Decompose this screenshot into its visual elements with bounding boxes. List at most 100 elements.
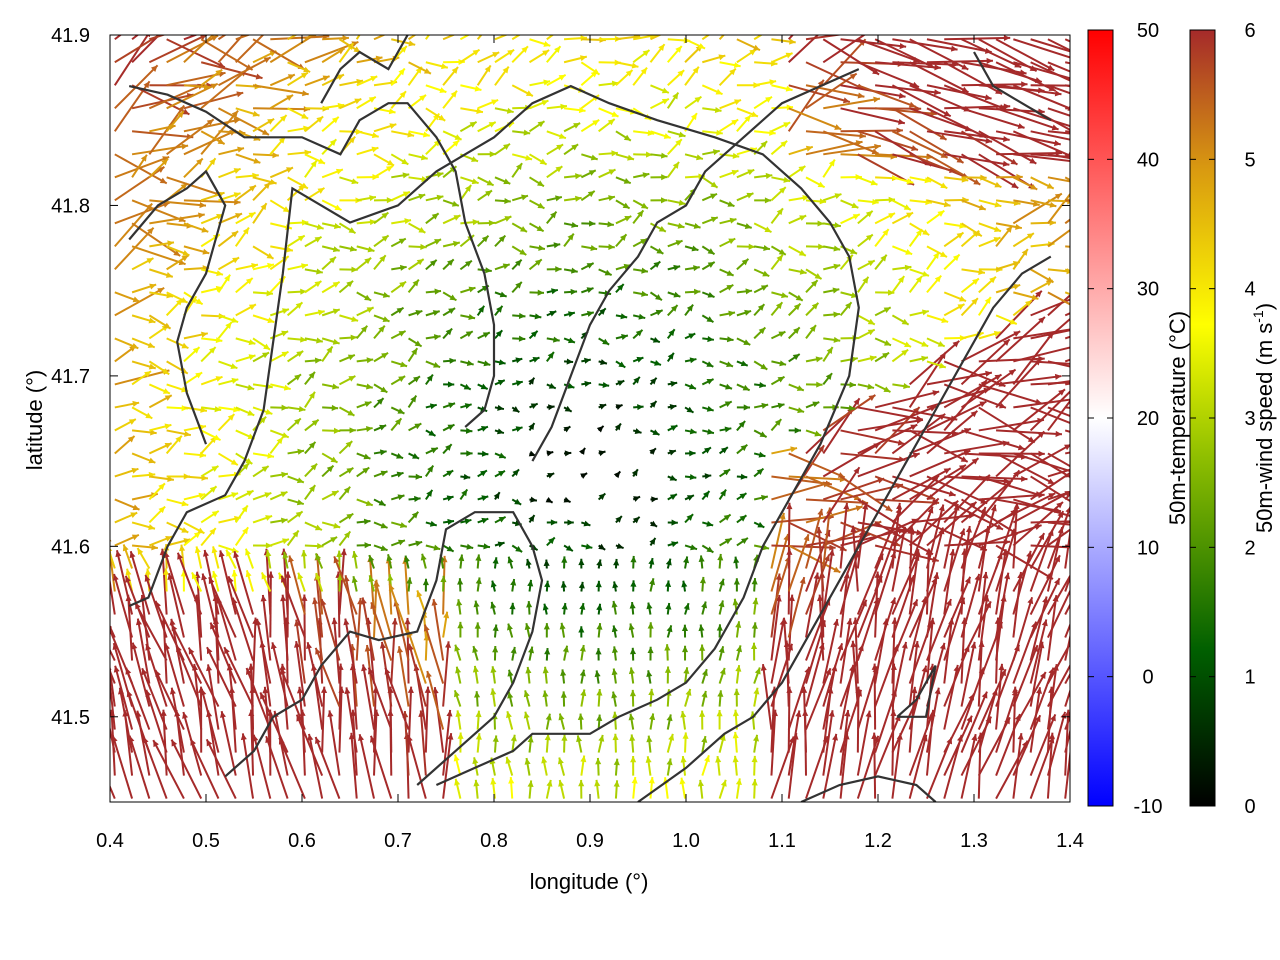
wind-vector — [995, 84, 1062, 97]
wind-vector — [891, 502, 903, 569]
wind-vector — [561, 556, 568, 569]
wind-vector — [442, 611, 450, 638]
wind-vector — [751, 755, 758, 776]
wind-vector — [166, 498, 189, 507]
wind-vector — [736, 420, 746, 432]
wind-vector — [296, 686, 306, 753]
wind-vector — [490, 580, 497, 592]
wind-vector — [650, 35, 663, 41]
wind-vector — [771, 52, 793, 64]
wind-vector — [529, 199, 545, 210]
wind-vector — [753, 268, 770, 278]
wind-vector — [598, 195, 616, 202]
wind-vector — [1047, 641, 1070, 685]
wind-vector — [630, 755, 637, 776]
wind-vector — [528, 330, 539, 340]
wind-vector — [926, 457, 980, 501]
wind-vector — [598, 543, 606, 551]
wind-vector — [546, 536, 556, 547]
wind-vector — [364, 644, 375, 707]
wind-vector — [166, 537, 191, 547]
wind-vector — [596, 559, 603, 569]
wind-vector — [135, 618, 151, 684]
wind-vector — [943, 84, 1007, 111]
wind-vector — [718, 600, 725, 615]
wind-vector — [114, 201, 171, 225]
wind-vector — [684, 357, 697, 364]
wind-vector — [579, 447, 586, 455]
wind-vector — [857, 84, 917, 108]
wind-vector — [304, 75, 330, 87]
wind-vector — [563, 55, 588, 64]
wind-vector — [1030, 61, 1070, 82]
wind-vector — [403, 555, 410, 569]
wind-vector — [563, 544, 574, 552]
colorbar-tick-label: 40 — [1137, 149, 1159, 171]
wind-vector — [961, 81, 1028, 88]
wind-vector — [667, 222, 685, 229]
wind-vector — [615, 263, 631, 271]
wind-vector — [227, 575, 254, 638]
wind-vector — [891, 84, 952, 118]
wind-vector — [822, 372, 833, 386]
wind-vector — [422, 578, 429, 592]
wind-vector — [701, 35, 711, 41]
wind-vector — [320, 598, 341, 661]
wind-vector — [391, 218, 412, 225]
wind-vector — [390, 306, 405, 317]
wind-vector — [1013, 199, 1040, 207]
wind-vector — [684, 95, 702, 110]
wind-vector — [563, 382, 575, 389]
wind-vector — [613, 558, 620, 569]
wind-speed-colorbar-ticks: 0 1 2 3 4 5 6 — [1190, 20, 1256, 818]
wind-vector — [632, 199, 649, 210]
wind-vector — [269, 490, 288, 501]
wind-speed-colorbar-label: 50m-wind speed (m s-1) — [1250, 303, 1277, 533]
wind-vector — [527, 735, 534, 753]
wind-vector — [454, 778, 462, 799]
contour-lines — [128, 35, 1052, 802]
wind-vector — [477, 121, 497, 133]
wind-vector — [943, 528, 966, 592]
wind-vector — [217, 274, 231, 293]
wind-vector — [252, 290, 274, 297]
wind-vector — [304, 357, 322, 364]
wind-vector — [805, 198, 827, 205]
wind-vector — [217, 230, 239, 248]
wind-vector — [960, 733, 978, 799]
wind-vector — [718, 67, 737, 86]
plot-area — [109, 34, 1071, 803]
wind-vector — [304, 222, 324, 230]
wind-vector — [598, 150, 618, 157]
wind-vector — [909, 340, 960, 386]
colorbar-tick-label: 30 — [1137, 279, 1159, 301]
wind-vector — [304, 441, 317, 455]
x-tick-label: 1.2 — [864, 830, 892, 852]
wind-vector — [771, 121, 791, 133]
wind-vector — [649, 43, 666, 63]
wind-vector — [407, 511, 420, 524]
wind-vector — [822, 710, 835, 776]
wind-vector — [456, 599, 463, 615]
wind-vector — [961, 268, 986, 275]
wind-vector — [131, 360, 157, 370]
wind-vector — [561, 734, 568, 753]
wind-vector — [287, 448, 305, 455]
wind-vector — [615, 379, 625, 387]
wind-vector — [307, 733, 324, 799]
wind-vector — [1047, 360, 1070, 368]
wind-vector — [1064, 632, 1070, 661]
wind-vector — [525, 666, 532, 684]
wind-vector — [148, 158, 169, 179]
colorbar-tick-label: -10 — [1134, 796, 1163, 818]
wind-vector — [647, 646, 654, 661]
wind-vector — [646, 602, 653, 615]
wind-vector — [891, 599, 919, 661]
wind-vector — [494, 404, 505, 411]
wind-vector — [373, 211, 389, 225]
wind-vector — [719, 310, 736, 317]
wind-vector — [788, 353, 801, 363]
wind-vector — [476, 305, 486, 316]
wind-vector — [719, 513, 732, 524]
plot-background — [110, 35, 1070, 802]
